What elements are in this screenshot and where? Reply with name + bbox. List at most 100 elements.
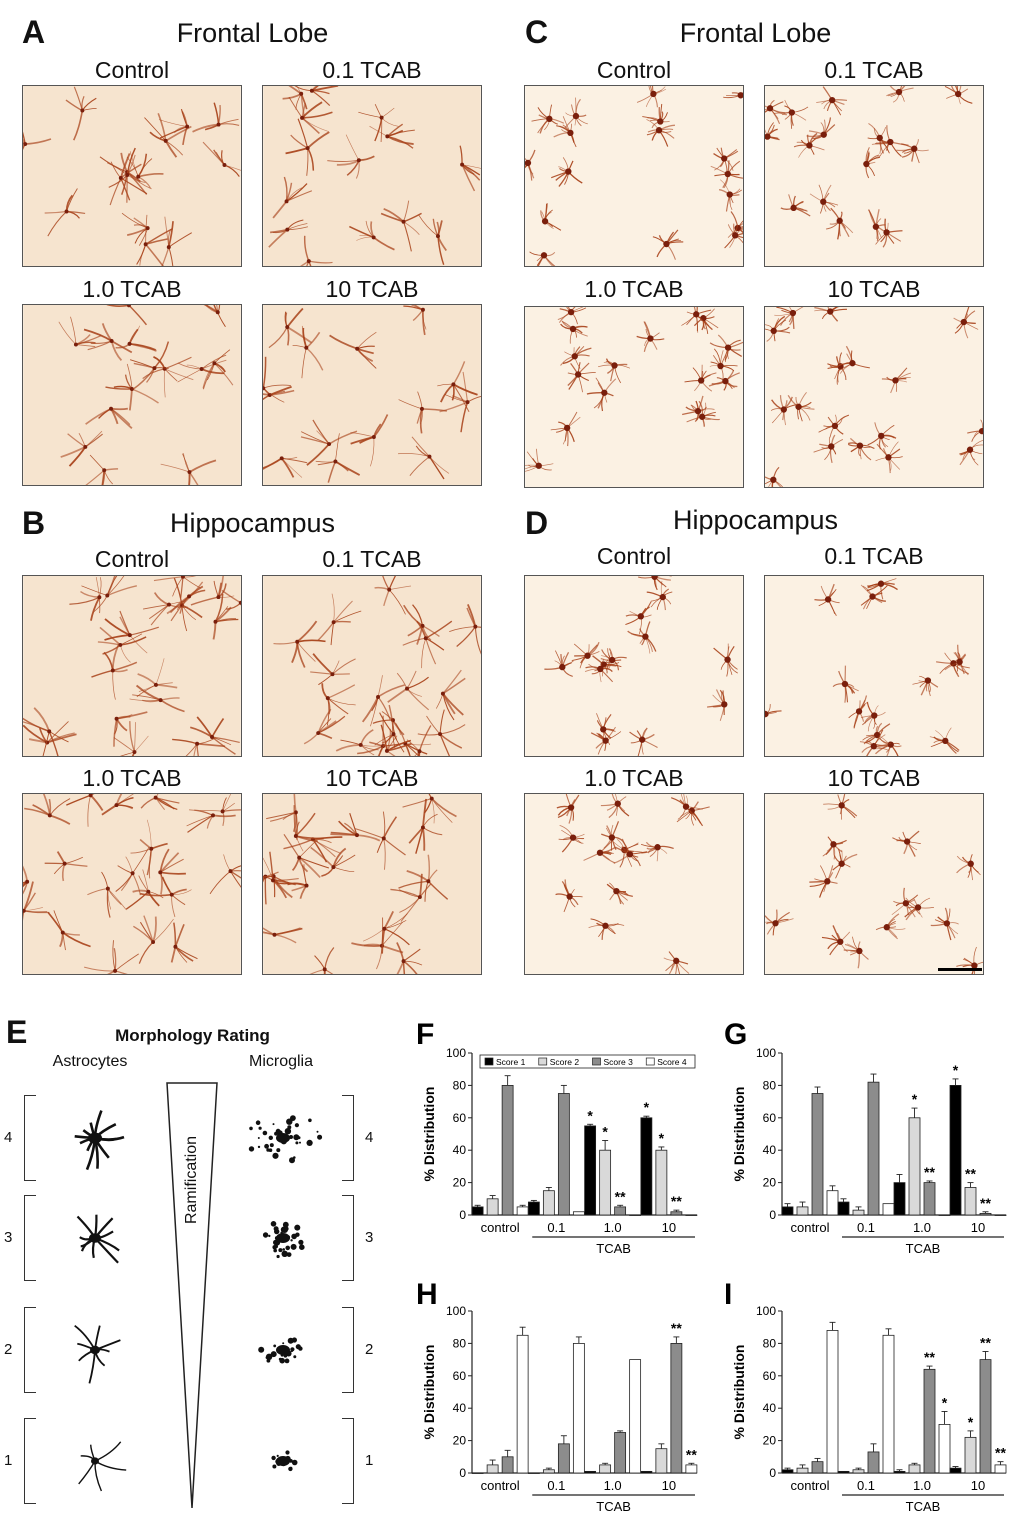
legend-label: Score 1 [496,1057,526,1067]
panel-d-title: Hippocampus [672,505,839,535]
right-bracket [342,1195,354,1281]
x-tick-label: 1.0 [604,1220,622,1235]
legend-swatch [538,1057,548,1066]
bar [685,1214,698,1216]
panel-c-image-label: 10 TCAB [827,276,921,302]
y-tick-label: 0 [459,1466,466,1480]
astrocyte-silhouette [74,1324,121,1384]
bar [908,1464,921,1474]
micrograph-image [262,85,482,267]
y-tick-label: 80 [763,1078,777,1092]
significance-mark: * [659,1130,665,1146]
astrocyte-silhouette [78,1441,127,1492]
panel-e-letter: E [6,1014,28,1050]
micrograph-image [22,793,242,975]
y-tick-label: 0 [769,1466,776,1480]
ramification-wedge [166,1082,218,1509]
micrograph-image [524,85,744,267]
bar [949,1467,962,1474]
micrograph-image [262,304,482,486]
y-tick-label: 20 [453,1176,467,1190]
bar [640,1470,653,1474]
panel-a-image-label: 0.1 TCAB [322,57,422,83]
y-tick-label: 60 [763,1369,777,1383]
score-number-right: 4 [365,1129,374,1146]
significance-mark: ** [686,1446,697,1462]
x-tick-label: 0.1 [547,1220,565,1235]
significance-mark: ** [980,1335,991,1351]
group-label: TCAB [596,1241,631,1256]
x-tick-label: 10 [662,1478,676,1493]
y-tick-label: 60 [763,1111,777,1125]
y-tick-label: 100 [446,1046,466,1060]
panel-a-letter: A [22,14,46,50]
legend-label: Score 2 [550,1057,580,1067]
x-tick-label: control [481,1220,520,1235]
scale-bar [938,968,982,971]
y-tick-label: 60 [453,1111,467,1125]
panel-b-image-label: Control [94,546,170,572]
y-tick-label: 20 [763,1434,777,1448]
bar [584,1470,597,1474]
bar [471,1472,484,1474]
x-tick-label: 10 [971,1220,985,1235]
panel-b-image-label: 1.0 TCAB [82,765,182,791]
panel-b-image-label: 0.1 TCAB [322,546,422,572]
bar [826,1330,839,1474]
bar [938,1424,951,1474]
right-bracket [342,1095,354,1181]
y-axis-label: % Distribution [421,1345,437,1440]
micrograph-image [524,306,744,488]
group-label: TCAB [906,1499,941,1514]
score-number-left: 2 [4,1341,13,1358]
significance-mark: * [942,1394,948,1410]
micrograph-image [764,306,984,488]
y-tick-label: 80 [453,1336,467,1350]
panel-d-image-label: 0.1 TCAB [824,543,924,569]
left-bracket [24,1307,36,1393]
right-bracket [342,1307,354,1393]
significance-mark: ** [924,1164,935,1180]
bar [527,1472,540,1474]
y-tick-label: 40 [763,1143,777,1157]
panel-c-image-label: 0.1 TCAB [824,57,924,83]
micrograph-image [764,575,984,757]
bar [882,1334,895,1474]
significance-mark: ** [924,1349,935,1365]
bar [867,1451,880,1474]
significance-mark: * [912,1091,918,1107]
panel-d-letter: D [525,505,549,541]
legend-swatch [592,1057,601,1066]
significance-mark: * [953,1062,959,1078]
micrograph-image [262,793,482,975]
chart-letter: H [416,1278,438,1311]
micrograph-image [764,793,984,975]
legend-swatch [484,1057,494,1066]
x-tick-label: 1.0 [913,1220,931,1235]
chart-letter: G [724,1018,747,1051]
bar [629,1359,642,1474]
significance-mark: * [587,1107,593,1123]
microglia-silhouette [262,1221,305,1259]
y-tick-label: 80 [453,1078,467,1092]
panel-a-image-label: 1.0 TCAB [82,276,182,302]
group-label: TCAB [596,1499,631,1514]
x-tick-label: 10 [662,1220,676,1235]
y-tick-label: 100 [756,1304,776,1318]
bar [781,1469,794,1474]
y-axis-label: % Distribution [731,1087,747,1182]
microglia-silhouette [258,1337,303,1364]
bar [837,1470,850,1474]
micrograph-image [22,575,242,757]
micrograph-image [22,304,242,486]
score-number-right: 2 [365,1341,374,1358]
bar [923,1368,936,1474]
y-tick-label: 40 [453,1401,467,1415]
x-tick-label: 0.1 [857,1478,875,1493]
astrocyte-silhouette [76,1214,120,1264]
y-tick-label: 0 [769,1208,776,1222]
bar [811,1461,824,1474]
